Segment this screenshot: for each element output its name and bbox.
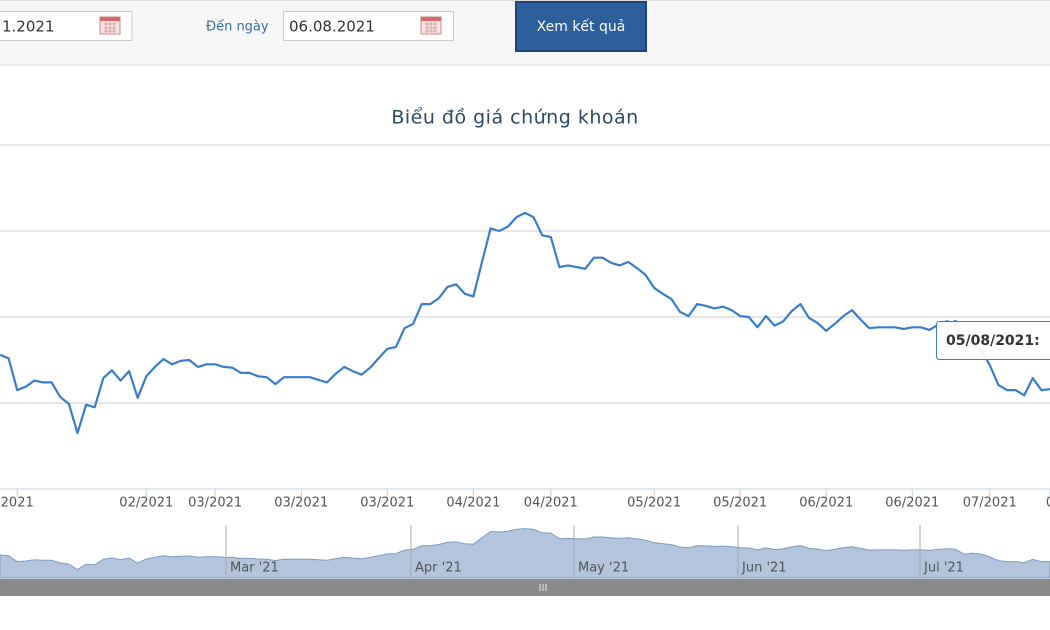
calendar-icon[interactable] [420, 16, 442, 35]
x-tick-label: 03/2021 [274, 496, 328, 511]
x-tick-label: 04/2021 [446, 496, 500, 511]
navigator-label: Jul '21 [923, 561, 964, 576]
x-tick-label: 03/2021 [188, 496, 242, 511]
tooltip [936, 321, 1050, 360]
x-tick-label: 02/2021 [119, 496, 173, 511]
navigator-area [0, 528, 1050, 579]
navigator-label: Jun '21 [741, 561, 787, 576]
x-tick-label: 07/2021 [963, 496, 1017, 511]
chart-title: Biểu đồ giá chứng khoán [391, 107, 638, 129]
tooltip-text: 05/08/2021: [946, 333, 1040, 349]
submit-button[interactable] [515, 1, 647, 52]
to-date-label: Đến ngày [206, 20, 269, 35]
scrollbar[interactable] [0, 579, 1050, 596]
x-tick-label: 05/2021 [627, 496, 681, 511]
x-tick-label: 2021 [1, 496, 34, 511]
calendar-icon[interactable] [99, 16, 121, 35]
x-tick-label: 06/2021 [885, 496, 939, 511]
from-date-value: 1.2021 [2, 18, 55, 36]
x-tick-label: 06/2021 [799, 496, 853, 511]
navigator-label: May '21 [578, 561, 629, 576]
navigator-label: Apr '21 [415, 561, 462, 576]
submit-label: Xem kết quả [537, 18, 626, 35]
x-tick-label: 05/2021 [713, 496, 767, 511]
to-date-value: 06.08.2021 [289, 18, 375, 36]
price-line [0, 211, 1050, 435]
x-tick-label: 04/2021 [524, 496, 578, 511]
x-tick-label: 03/2021 [360, 496, 414, 511]
navigator-label: Mar '21 [230, 561, 279, 576]
scrollbar-grip [539, 584, 547, 591]
x-tick-label: 0 [1046, 496, 1050, 511]
